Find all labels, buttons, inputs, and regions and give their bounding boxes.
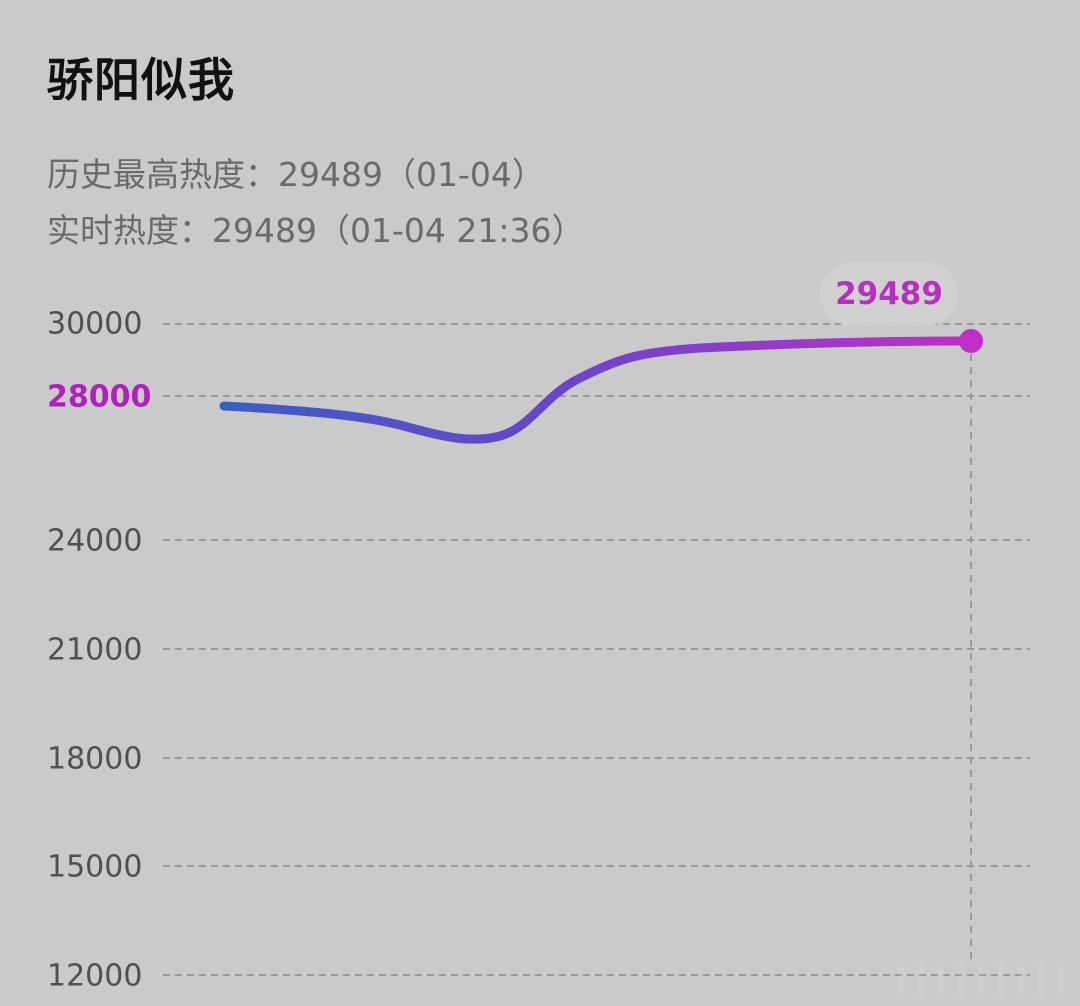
page-title: 骄阳似我	[47, 53, 235, 107]
y-axis-label: 15000	[47, 849, 143, 885]
value-tooltip: 29489	[820, 262, 958, 326]
watermark	[898, 962, 1068, 998]
history-high-stat: 历史最高热度：29489（01-04）	[47, 155, 545, 194]
current-point-marker	[959, 329, 983, 353]
y-axis-label: 21000	[47, 632, 143, 668]
gridlines	[163, 323, 1030, 976]
y-axis-label: 12000	[47, 958, 143, 994]
y-axis-label: 18000	[47, 741, 143, 777]
y-axis-label: 30000	[47, 306, 143, 342]
heat-line	[219, 336, 976, 444]
realtime-stat: 实时热度：29489（01-04 21:36）	[47, 211, 585, 250]
y-axis-label-highlighted: 28000	[47, 379, 152, 415]
y-axis-label: 24000	[47, 523, 143, 559]
